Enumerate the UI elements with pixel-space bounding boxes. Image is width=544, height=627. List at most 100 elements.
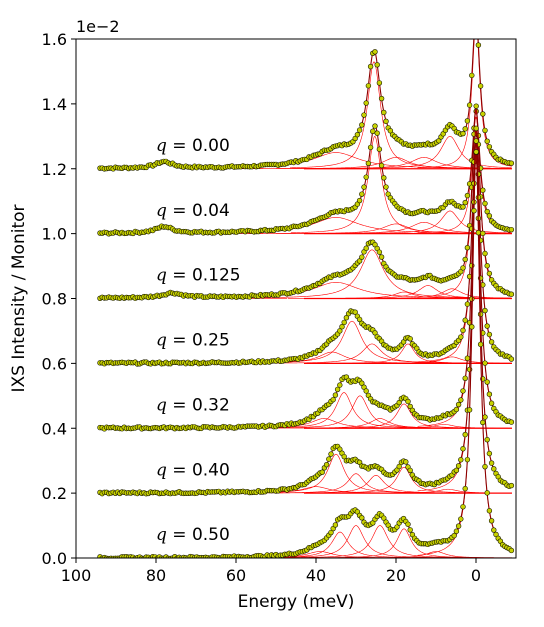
data-point	[455, 401, 462, 408]
data-point	[383, 184, 389, 190]
fit-component	[417, 129, 513, 363]
data-point	[462, 485, 468, 492]
x-tick-label: 80	[146, 566, 166, 585]
data-point	[328, 529, 334, 536]
data-point	[475, 42, 482, 48]
y-tick-label: 0.0	[42, 549, 67, 568]
data-point	[464, 118, 471, 124]
data-point	[337, 328, 343, 334]
data-point	[460, 504, 466, 510]
fit-component	[313, 528, 494, 558]
data-point	[473, 103, 479, 109]
data-point	[480, 230, 486, 237]
data-point	[477, 341, 484, 348]
data-point	[365, 83, 372, 89]
data-point	[486, 144, 493, 150]
y-tick-label: 0.4	[42, 419, 67, 438]
data-point	[486, 270, 493, 277]
data-point	[460, 446, 466, 452]
data-point	[462, 126, 468, 132]
data-point	[462, 431, 468, 438]
data-point	[374, 130, 380, 136]
data-point	[482, 307, 488, 314]
series-q-0.50	[97, 149, 515, 558]
data-point	[464, 192, 471, 199]
fit-component	[328, 424, 512, 429]
data-point	[363, 100, 369, 106]
data-point	[486, 331, 493, 338]
data-point	[469, 324, 475, 330]
data-point	[508, 419, 515, 425]
data-point	[405, 398, 411, 405]
data-point	[407, 336, 413, 342]
data-point	[458, 397, 464, 403]
data-point	[359, 254, 365, 260]
data-point	[356, 197, 363, 204]
series-label: q = 0.40	[156, 460, 230, 480]
fit-component	[313, 466, 494, 494]
data-point	[359, 515, 365, 521]
data-point	[453, 406, 460, 413]
data-point	[491, 527, 497, 533]
data-point	[332, 522, 339, 528]
data-point	[471, 207, 477, 214]
data-point	[403, 459, 409, 465]
series-q-0.40	[97, 149, 515, 497]
data-point	[363, 174, 369, 180]
data-point	[482, 360, 488, 366]
data-point	[473, 149, 479, 155]
data-point	[460, 265, 466, 271]
data-point	[482, 200, 488, 207]
data-point	[477, 83, 484, 89]
series-label: q = 0.04	[156, 201, 230, 221]
data-point	[462, 199, 468, 206]
data-point	[396, 463, 402, 470]
fit-component	[279, 525, 480, 558]
data-point	[343, 315, 350, 321]
x-axis-label: Energy (meV)	[238, 592, 355, 612]
data-point	[484, 208, 490, 215]
data-point	[339, 324, 345, 330]
data-point	[378, 254, 385, 260]
data-point	[508, 291, 515, 297]
data-point	[359, 191, 365, 197]
y-tick-label: 1.4	[42, 95, 67, 114]
data-point	[367, 144, 374, 151]
x-tick-label: 100	[61, 566, 92, 585]
data-point	[458, 334, 464, 340]
data-point	[378, 162, 385, 169]
data-point	[508, 160, 515, 166]
data-point	[474, 13, 479, 18]
data-point	[376, 80, 383, 86]
data-point	[354, 131, 361, 138]
series-q-0.125	[97, 103, 515, 302]
data-point	[381, 515, 387, 521]
data-point	[376, 249, 383, 255]
data-point	[383, 118, 389, 125]
data-point	[484, 323, 490, 329]
data-point	[477, 311, 484, 317]
data-point	[466, 407, 473, 413]
data-point	[482, 414, 488, 420]
data-point	[341, 319, 347, 326]
data-point	[464, 301, 471, 307]
data-point	[323, 461, 330, 468]
ticks: 100 80 60 40 20 0 0.0 0.2 0.4 0.6 0.8 1.0 1.2 1.4 1.6	[42, 30, 482, 585]
data-point	[326, 456, 332, 462]
data-point	[374, 62, 380, 68]
data-point	[486, 450, 493, 457]
data-point	[480, 187, 486, 193]
data-point	[365, 160, 372, 166]
data-point	[466, 102, 473, 108]
series-q-0.32	[97, 138, 515, 432]
series-label: q = 0.32	[156, 395, 230, 415]
data-point	[359, 122, 365, 128]
data-point	[482, 463, 488, 470]
data-point	[407, 467, 413, 474]
data-point	[488, 518, 495, 524]
data-point	[337, 382, 343, 388]
data-point	[484, 436, 490, 443]
data-point	[363, 388, 369, 394]
data-point	[460, 204, 466, 210]
data-point	[381, 175, 387, 181]
